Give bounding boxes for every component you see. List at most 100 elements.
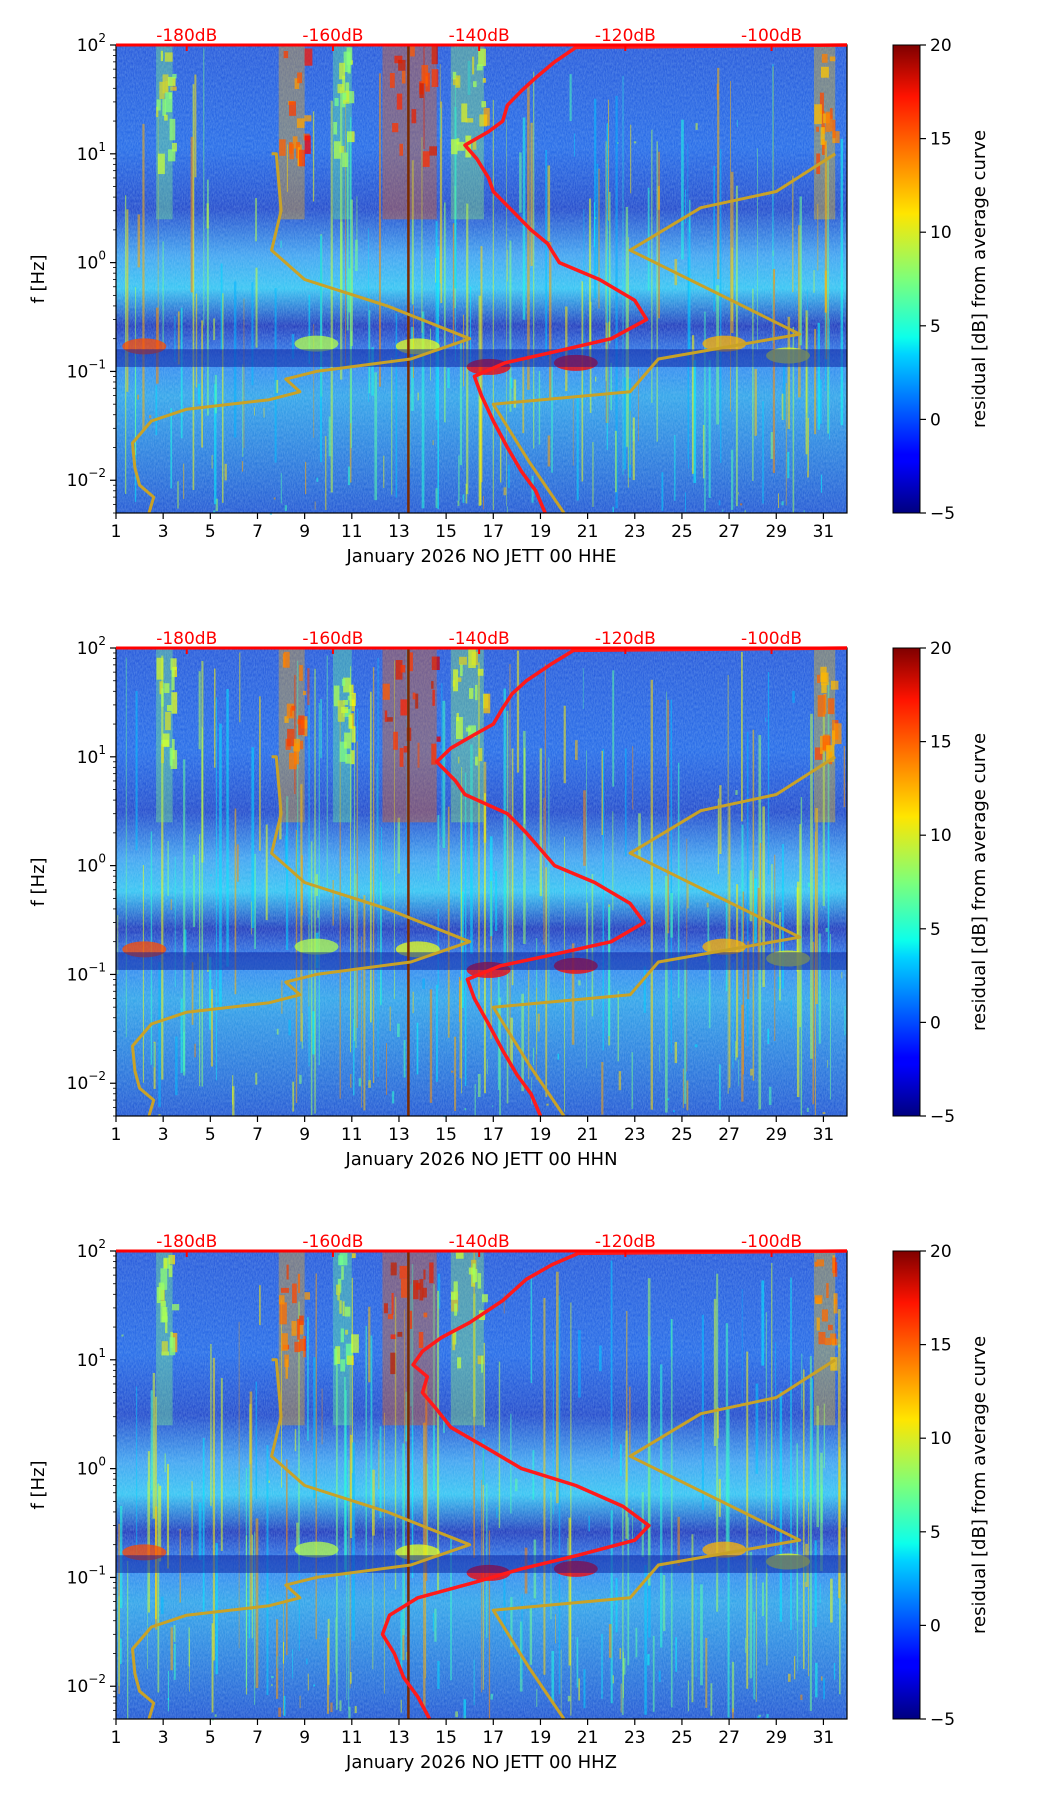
heatmap-hot-cell	[820, 672, 829, 686]
heatmap-hot-cell	[392, 123, 399, 133]
heatmap-streak	[506, 119, 507, 506]
x-tick-label: 5	[205, 1125, 216, 1145]
heatmap-streak	[785, 383, 787, 506]
heatmap-streak	[158, 1114, 161, 1117]
heatmap-hot-cell	[345, 1329, 348, 1335]
heatmap-streak	[173, 1624, 176, 1642]
heatmap-streak	[716, 1273, 719, 1612]
heatmap-streak	[117, 915, 119, 975]
heatmap-streak	[459, 341, 463, 466]
heatmap-hot-cell	[170, 86, 177, 91]
heatmap-streak	[661, 472, 664, 511]
heatmap-streak	[466, 203, 469, 495]
colorbar-tick-label: 0	[930, 1616, 941, 1636]
heatmap-streak	[574, 740, 578, 761]
heatmap-streak	[307, 1673, 309, 1691]
heatmap-hot-cell	[341, 1266, 344, 1280]
heatmap-streak	[454, 106, 457, 289]
heatmap-streak	[254, 853, 256, 949]
heatmap-streak	[761, 1582, 764, 1617]
heatmap-streak	[767, 672, 770, 875]
y-tick-label: 10−2	[67, 466, 106, 491]
heatmap-streak	[583, 1669, 586, 1709]
heatmap-streak	[817, 322, 820, 430]
heatmap-streak	[348, 1459, 350, 1710]
x-tick-label: 31	[813, 1125, 835, 1145]
heatmap-microseism-blob	[294, 335, 339, 352]
y-tick-base: 10	[77, 254, 99, 274]
heatmap-streak	[369, 691, 372, 1023]
heatmap-hot-cell	[432, 689, 435, 706]
y-tick-exponent: 0	[98, 249, 106, 263]
heatmap-streak	[771, 864, 773, 963]
heatmap-hot-cell	[293, 738, 301, 752]
heatmap-streak	[806, 288, 808, 472]
heatmap-streak	[755, 1383, 759, 1474]
heatmap-streak	[155, 385, 158, 436]
heatmap-streak	[530, 122, 533, 266]
heatmap-hot-cell	[452, 1333, 456, 1351]
x-tick-label: 27	[718, 522, 740, 542]
heatmap-streak	[570, 1302, 572, 1716]
heatmap-streak	[754, 878, 757, 943]
heatmap-streak	[170, 1627, 173, 1671]
heatmap-hot-cell	[481, 101, 487, 108]
heatmap-streak	[137, 394, 139, 400]
heatmap-streak	[202, 1437, 205, 1616]
heatmap-microseism-blob	[702, 335, 747, 352]
heatmap-streak	[134, 287, 137, 455]
heatmap-streak	[470, 744, 473, 954]
heatmap-streak	[226, 688, 229, 967]
heatmap-streak	[825, 927, 828, 932]
heatmap-streak	[372, 1469, 375, 1536]
heatmap-streak	[602, 748, 604, 1051]
heatmap-hot-cell	[472, 140, 477, 150]
y-tick-base: 10	[77, 857, 99, 877]
heatmap-streak	[643, 966, 646, 1013]
y-tick-base: 10	[77, 639, 99, 659]
heatmap-streak	[549, 241, 552, 399]
heatmap-streak	[400, 1611, 403, 1676]
heatmap-streak	[660, 1364, 663, 1648]
x-tick-label: 15	[435, 1728, 457, 1748]
heatmap-streak	[691, 1534, 694, 1703]
heatmap-streak	[126, 209, 129, 392]
heatmap-hot-cell	[341, 678, 346, 686]
heatmap-streak	[442, 700, 446, 849]
heatmap-streak	[416, 1022, 419, 1075]
heatmap-streak	[521, 993, 524, 1092]
heatmap-streak	[706, 902, 709, 908]
heatmap-hot-cell	[819, 92, 824, 114]
heatmap-streak	[147, 1481, 148, 1670]
heatmap-streak	[658, 1670, 661, 1683]
heatmap-streak	[389, 1006, 391, 1032]
heatmap-streak	[192, 84, 195, 491]
heatmap-hot-cell	[423, 1312, 428, 1318]
heatmap-hot-cell	[818, 1331, 826, 1345]
heatmap-streak	[798, 225, 801, 398]
heatmap-streak	[622, 75, 624, 475]
heatmap-streak	[450, 1537, 452, 1681]
heatmap-streak	[806, 1107, 809, 1113]
high-noise-model-curve	[491, 755, 837, 1117]
heatmap-streak	[353, 1018, 355, 1096]
heatmap-streak	[815, 808, 818, 1005]
heatmap-streak	[819, 379, 822, 424]
heatmap-streak	[473, 1659, 475, 1706]
heatmap-hot-cell	[171, 668, 175, 691]
heatmap-hot-cell	[156, 106, 159, 118]
heatmap-hot-cell	[167, 705, 172, 711]
x-tick-label: 19	[530, 522, 552, 542]
y-tick-exponent: 2	[98, 31, 106, 45]
heatmap-streak	[326, 655, 328, 889]
heatmap-hot-cell	[833, 1293, 838, 1314]
heatmap-streak	[368, 1055, 370, 1082]
heatmap-streak	[651, 129, 653, 403]
heatmap-streak	[622, 1503, 624, 1716]
heatmap-streak	[665, 875, 668, 1113]
heatmap-streak	[576, 1637, 579, 1688]
heatmap-hot-cell	[167, 76, 176, 86]
colorbar-tick-label: −5	[930, 1710, 955, 1730]
heatmap-streak	[462, 494, 465, 503]
heatmap-streak	[829, 318, 830, 440]
